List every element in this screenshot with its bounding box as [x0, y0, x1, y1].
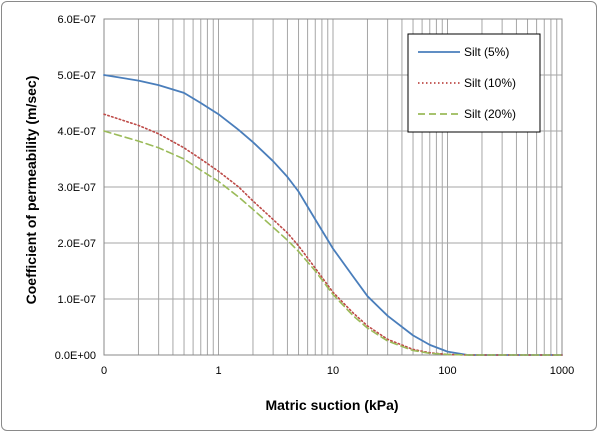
legend-label-1: Silt (5%): [464, 45, 509, 59]
y-tick-label: 2.0E-07: [57, 238, 96, 250]
y-tick-labels: 0.0E+00 1.0E-07 2.0E-07 3.0E-07 4.0E-07 5.0E-…: [55, 14, 96, 362]
y-tick-label: 3.0E-07: [57, 182, 96, 194]
x-tick-label: 1: [215, 365, 221, 377]
y-tick-label: 4.0E-07: [57, 126, 96, 138]
x-tick-label: 1000: [550, 365, 574, 377]
legend-label-3: Silt (20%): [464, 107, 516, 121]
y-tick-label: 0.0E+00: [55, 350, 96, 362]
x-tick-label: 10: [327, 365, 339, 377]
series-lines: [103, 74, 563, 356]
y-tick-label: 6.0E-07: [57, 14, 96, 26]
x-tick-labels: 0 1 10 100 1000: [101, 365, 574, 377]
y-tick-label: 1.0E-07: [57, 294, 96, 306]
legend: Silt (5%) Silt (10%) Silt (20%): [407, 33, 541, 133]
x-tick-label: 100: [438, 365, 456, 377]
y-tick-label: 5.0E-07: [57, 70, 96, 82]
plot-area-border: [103, 18, 563, 356]
y-axis-title: Coefficient of permeability (m/sec): [23, 76, 39, 305]
x-axis-title: Matric suction (kPa): [265, 397, 398, 413]
x-tick-label: 0: [101, 365, 107, 377]
grid-lines: [103, 18, 563, 356]
series-line-3: [103, 130, 563, 356]
legend-label-2: Silt (10%): [464, 76, 516, 90]
